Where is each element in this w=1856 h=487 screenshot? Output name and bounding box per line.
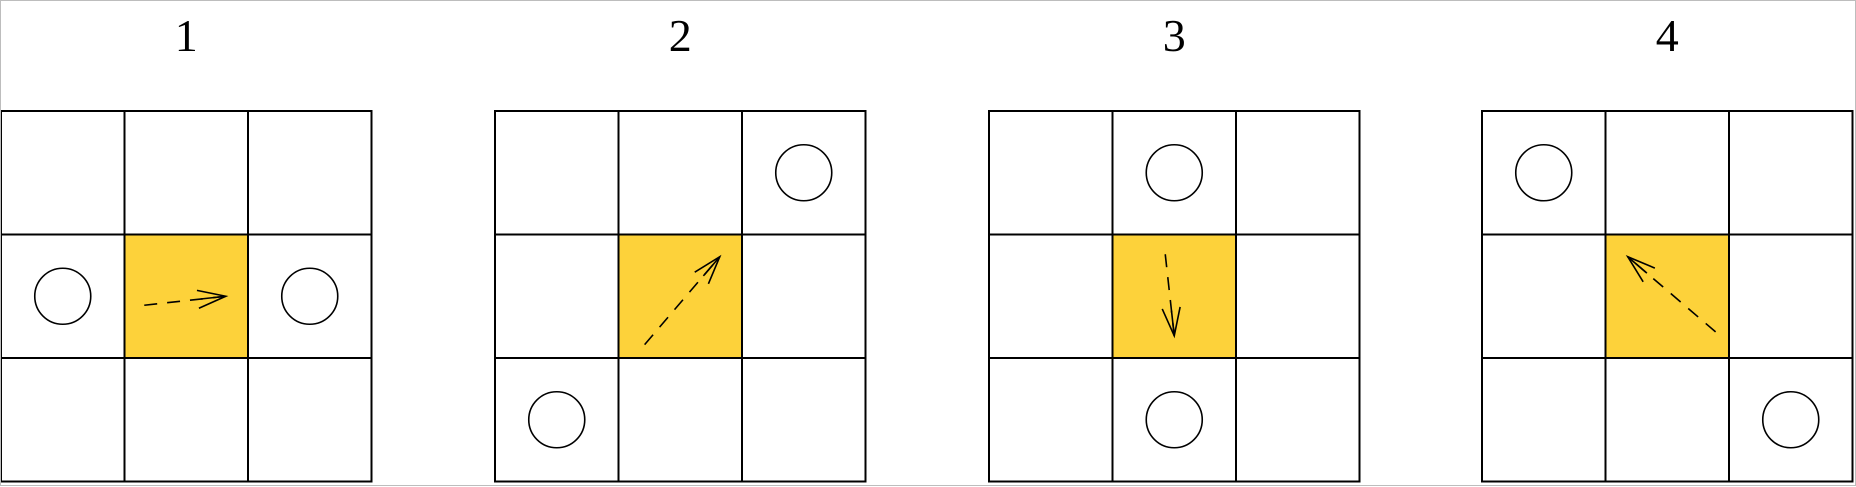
- grid-cell: [123, 110, 249, 236]
- circle-marker: [774, 143, 833, 202]
- arrow-head-stem: [702, 256, 721, 277]
- circle-marker: [33, 267, 92, 326]
- grid-cell: [494, 110, 620, 236]
- grid-cell: [741, 233, 867, 359]
- grid-cell: [247, 110, 373, 236]
- grid-cell: [988, 357, 1114, 483]
- arrow-head-stem: [1170, 310, 1176, 336]
- grid-cell: [741, 357, 867, 483]
- arrow-head-stem: [200, 295, 226, 300]
- grid-cell: [1604, 110, 1730, 236]
- arrow-head-stem: [1627, 256, 1648, 274]
- panel-label: 4: [1656, 10, 1679, 61]
- arrow-head: [694, 254, 722, 285]
- arrow-head: [1625, 255, 1656, 283]
- center-highlight-cell: [1604, 233, 1730, 359]
- grid-cell: [1728, 110, 1854, 236]
- panel-label: 2: [669, 10, 692, 61]
- center-highlight-cell: [123, 233, 249, 359]
- grid-cell: [617, 110, 743, 236]
- circle-marker: [1761, 390, 1820, 449]
- circle-marker: [1145, 143, 1204, 202]
- circle-marker: [527, 390, 586, 449]
- panel-4: 4: [1481, 10, 1854, 483]
- grid-cell: [617, 357, 743, 483]
- panel-label: 1: [175, 10, 198, 61]
- grid-cell: [1481, 357, 1607, 483]
- grid-cell: [1235, 110, 1361, 236]
- grid-cell: [1, 357, 126, 483]
- grid-cell: [1481, 233, 1607, 359]
- grid-cell: [988, 233, 1114, 359]
- panel-3: 3: [988, 10, 1361, 483]
- grid-cell: [988, 110, 1114, 236]
- center-highlight-cell: [1111, 233, 1237, 359]
- grid-cell: [1604, 357, 1730, 483]
- circle-marker: [1514, 143, 1573, 202]
- grid-cell: [1235, 357, 1361, 483]
- panel-label: 3: [1163, 10, 1186, 61]
- panel-1: 1: [1, 10, 373, 483]
- grid-cell: [1728, 233, 1854, 359]
- circle-marker: [280, 267, 339, 326]
- circle-marker: [1145, 390, 1204, 449]
- grid-cell: [247, 357, 373, 483]
- center-highlight-cell: [617, 233, 743, 359]
- grid-cell: [123, 357, 249, 483]
- grid-cell: [1235, 233, 1361, 359]
- grid-cell: [494, 233, 620, 359]
- panel-2: 2: [494, 10, 867, 483]
- grid-cell: [1, 110, 126, 236]
